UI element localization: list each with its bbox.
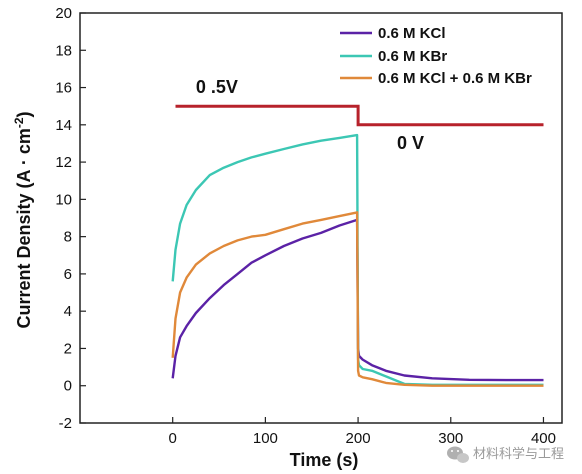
x-tick-label: 200 <box>346 430 371 447</box>
y-tick-label: 16 <box>55 80 72 97</box>
y-axis-title-close: ) <box>14 111 34 117</box>
legend-label-kcl: 0.6 M KCl <box>378 25 446 42</box>
watermark: 材料科学与工程 <box>447 446 564 463</box>
legend-label-kbr: 0.6 M KBr <box>378 48 447 65</box>
series-group <box>171 133 544 387</box>
y-tick-label: 14 <box>55 117 72 134</box>
y-tick-label: 8 <box>64 229 72 246</box>
y-tick-label: -2 <box>59 415 72 432</box>
annotation-1: 0 V <box>397 133 424 153</box>
y-tick-label: 20 <box>55 5 72 22</box>
potential-step-line <box>175 104 544 127</box>
y-tick-label: 6 <box>64 266 72 283</box>
y-tick-label: 2 <box>64 340 72 357</box>
watermark-text: 材料科学与工程 <box>473 446 564 462</box>
plot-frame <box>79 12 563 424</box>
y-tick-label: 10 <box>55 191 72 208</box>
y-tick-label: 4 <box>64 303 72 320</box>
series-line-2 <box>171 211 544 387</box>
y-tick-label: 12 <box>55 154 72 171</box>
potential-step-group <box>175 104 544 127</box>
wechat-icon <box>447 446 469 463</box>
x-tick-label: 0 <box>169 430 177 447</box>
legend-label-mixed: 0.6 M KCl + 0.6 M KBr <box>378 70 532 87</box>
x-tick-label: 300 <box>438 430 463 447</box>
legend: 0.6 M KCl 0.6 M KBr 0.6 M KCl + 0.6 M KB… <box>340 25 532 87</box>
y-axis-ticks: -2 0 2 4 6 8 10 12 14 16 18 20 <box>55 5 86 432</box>
y-axis-title-main: Current Density (A · cm <box>14 128 34 328</box>
y-axis-title-sup: -2 <box>12 117 26 128</box>
x-axis-title: Time (s) <box>290 450 359 470</box>
x-tick-label: 400 <box>531 430 556 447</box>
x-axis-ticks: 0 100 200 300 400 <box>169 417 556 447</box>
annotations: 0 .5V 0 V <box>196 77 424 153</box>
x-tick-label: 100 <box>253 430 278 447</box>
y-tick-label: 18 <box>55 42 72 59</box>
y-axis-title: Current Density (A · cm-2) <box>12 111 34 328</box>
annotation-0: 0 .5V <box>196 77 238 97</box>
series-line-0 <box>171 218 544 382</box>
y-tick-label: 0 <box>64 378 72 395</box>
